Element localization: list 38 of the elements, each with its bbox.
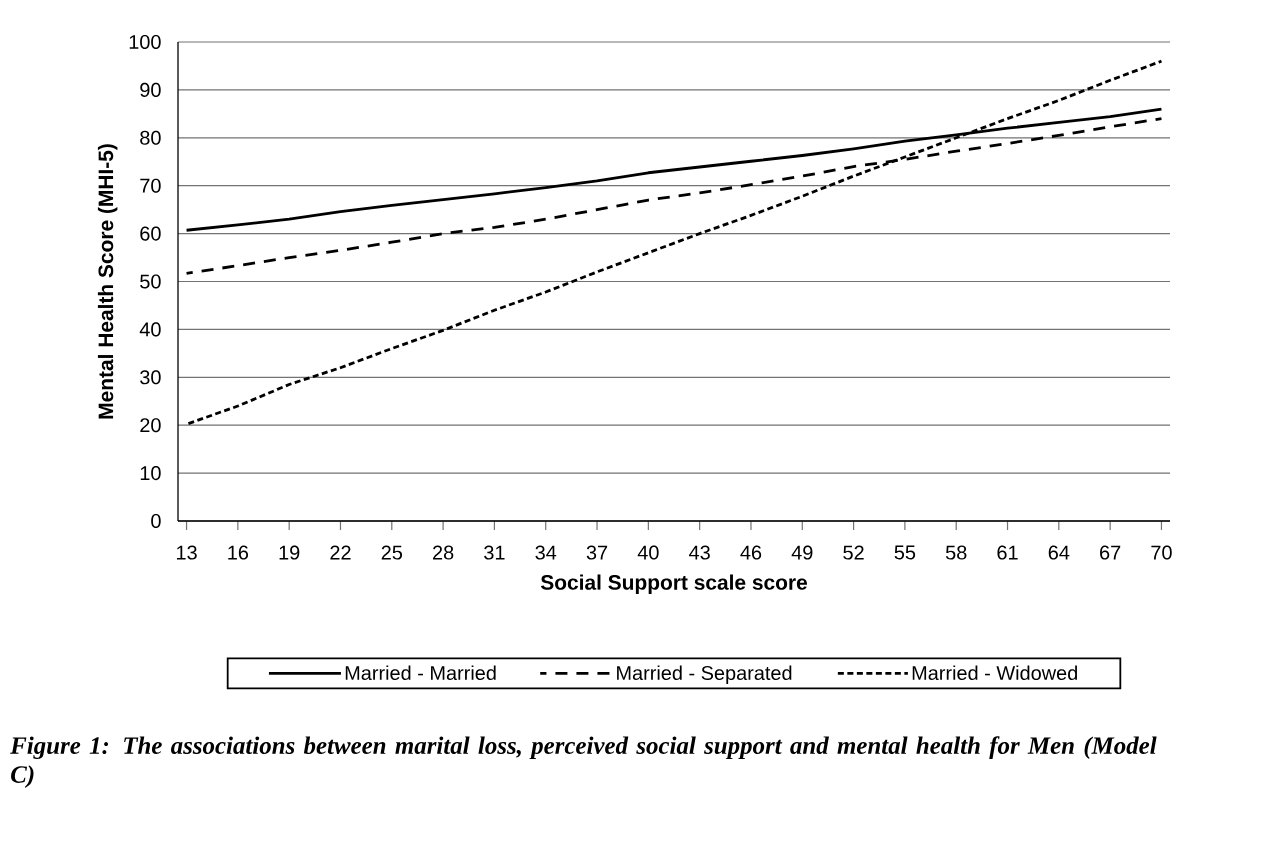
y-tick-label: 20: [140, 418, 161, 433]
legend-label: Married - Widowed: [912, 665, 1077, 681]
x-tick-label: 16: [228, 545, 249, 560]
x-tick-label: 67: [1100, 545, 1121, 560]
x-tick-label: 19: [279, 545, 300, 560]
x-tick-label: 22: [330, 545, 351, 560]
x-tick-label: 70: [1151, 545, 1172, 560]
x-tick-label: 61: [997, 545, 1018, 560]
y-tick-label: 90: [140, 82, 161, 97]
x-tick-label: 46: [740, 545, 762, 560]
y-tick-label: 70: [140, 178, 161, 193]
caption: Figure 1: The associations between marital loss, perceived social support and mental health for Men (Model C): [10, 736, 1157, 788]
x-tick-label: 31: [484, 545, 505, 560]
x-tick-label: 13: [176, 545, 197, 560]
y-tick-label: 100: [129, 34, 161, 50]
y-tick-label: 30: [140, 370, 161, 385]
y-tick-label: 40: [139, 322, 161, 337]
x-tick-label: 34: [535, 545, 557, 560]
x-tick-label: 40: [637, 545, 659, 560]
x-tick-label: 58: [945, 545, 967, 560]
line-series: [185, 59, 1163, 426]
y-tick-label: 0: [151, 513, 161, 529]
y-tick-label: 60: [140, 226, 161, 241]
y-tick-label: 80: [140, 130, 161, 145]
x-tick-label: 49: [791, 545, 813, 560]
x-tick-label: 25: [381, 545, 403, 560]
legend-label: Married - Married: [345, 665, 496, 681]
x-tick-label: 37: [586, 545, 608, 560]
x-tick-label: 28: [433, 545, 454, 560]
x-tick-label: 64: [1048, 545, 1070, 560]
y-axis-title: Mental Health Score (MHI-5): [97, 144, 118, 419]
x-axis-title: Social Support scale score: [540, 574, 807, 594]
legend-label: Married - Separated: [617, 665, 792, 684]
x-tick-label: 43: [689, 545, 710, 560]
x-tick-label: 52: [843, 545, 864, 560]
y-tick-label: 50: [140, 274, 161, 289]
x-tick-label: 55: [894, 545, 916, 560]
y-tick-label: 10: [140, 466, 161, 481]
